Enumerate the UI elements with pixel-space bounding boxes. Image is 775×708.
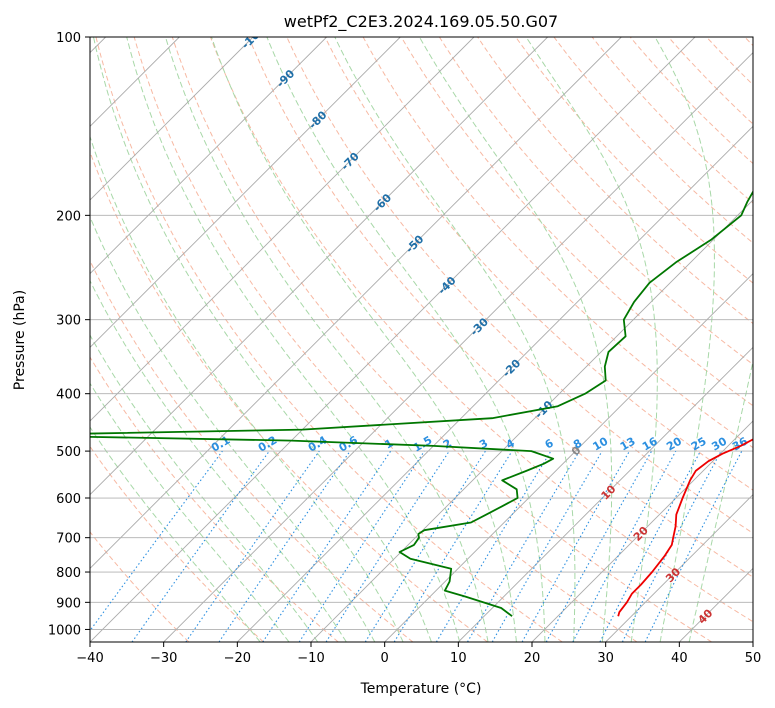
moist-adiabat-line xyxy=(90,334,319,642)
x-tick-label: 30 xyxy=(597,651,614,666)
skewed-isotherm-line xyxy=(237,125,753,642)
moist-adiabat-line xyxy=(525,37,658,642)
skewed-isotherm-line xyxy=(310,199,753,642)
mixing-ratio-line xyxy=(545,450,653,642)
moist-adiabat-line xyxy=(165,37,489,642)
dewpoint-line xyxy=(90,189,753,617)
y-axis: 100 200 300 400 500 600 700 800 900 1000 xyxy=(48,31,90,638)
x-tick-label: 40 xyxy=(671,651,688,666)
skewed-isotherm-line xyxy=(90,37,475,422)
mixing-ratio-labels: 0.1 0.2 0.4 0.6 1 1.5 2 3 4 6 8 10 13 16 20 25 30 36 xyxy=(209,433,750,454)
skewed-isotherm-line xyxy=(90,37,327,275)
y-tick-label: 500 xyxy=(56,445,81,460)
y-axis-label: Pressure (hPa) xyxy=(12,290,28,390)
dry-adiabat-line xyxy=(90,531,190,642)
x-tick-label: 50 xyxy=(745,651,762,666)
dry-adiabat-line xyxy=(286,37,753,534)
skewed-isotherm-line xyxy=(458,346,753,642)
sounding-series xyxy=(90,189,753,617)
dry-adiabat-line xyxy=(133,37,638,642)
dry-adiabat-line xyxy=(438,37,753,365)
moist-adiabat-line xyxy=(90,135,404,642)
temperature-line xyxy=(617,438,753,617)
dry-adiabat-line xyxy=(210,37,753,623)
moist-adiabat-line xyxy=(211,37,517,642)
dry-adiabat-line xyxy=(477,37,753,325)
x-tick-label: −20 xyxy=(224,651,251,666)
y-tick-label: 400 xyxy=(56,388,81,403)
plot-frame xyxy=(89,36,754,643)
dry-adiabat-line xyxy=(90,259,414,642)
x-tick-label: −40 xyxy=(76,651,103,666)
dry-adiabat-line xyxy=(95,37,563,642)
moist-adiabat-line xyxy=(90,426,261,642)
x-tick-label: 10 xyxy=(450,651,467,666)
mixing-ratio-line xyxy=(185,450,320,642)
y-tick-label: 1000 xyxy=(48,623,81,638)
dry-adiabat-line xyxy=(553,37,753,244)
mixing-ratio-line xyxy=(90,450,223,632)
chart-title: wetPf2_C2E3.2024.169.05.50.G07 xyxy=(284,12,558,32)
skewed-isotherm-line xyxy=(531,420,753,642)
y-tick-label: 900 xyxy=(56,596,81,611)
moist-adiabat-line xyxy=(90,382,290,642)
background-reference-lines xyxy=(90,37,753,642)
moist-adiabat-line xyxy=(90,215,376,642)
mixing-ratio-line xyxy=(572,450,677,642)
moist-adiabat-line xyxy=(688,359,753,642)
x-tick-label: −10 xyxy=(297,651,324,666)
moist-adiabat-line xyxy=(418,37,613,642)
dry-adiabat-line xyxy=(324,37,753,491)
skewed-isotherm-line xyxy=(90,37,696,642)
y-tick-label: 200 xyxy=(56,209,81,224)
skewed-isotherm-line xyxy=(605,494,753,642)
x-axis: −40 −30 −20 −10 0 10 20 30 40 50 xyxy=(76,642,761,666)
y-tick-label: 100 xyxy=(56,31,81,46)
x-tick-label: 20 xyxy=(524,651,541,666)
skewed-isotherm-line xyxy=(90,37,622,569)
skewed-isotherm-line xyxy=(90,37,254,201)
mixing-ratio-line xyxy=(393,450,513,642)
mixing-ratio-line xyxy=(218,450,351,642)
y-tick-label: 800 xyxy=(56,566,81,581)
skewed-isotherm-line xyxy=(163,52,753,642)
dry-adiabat-line xyxy=(90,356,339,642)
skewed-isotherm-line xyxy=(90,37,548,496)
dry-adiabat-line xyxy=(90,150,488,642)
mixing-ratio-line xyxy=(521,450,630,642)
x-tick-label: 0 xyxy=(381,651,389,666)
mixing-ratio-line xyxy=(131,450,270,642)
x-tick-label: −30 xyxy=(150,651,177,666)
dry-adiabat-line xyxy=(248,37,753,578)
moist-adiabat-line xyxy=(93,37,432,642)
moist-adiabat-line xyxy=(126,37,461,642)
moist-adiabat-line xyxy=(654,37,715,642)
mixing-ratio-line xyxy=(298,450,425,642)
y-tick-label: 700 xyxy=(56,532,81,547)
y-tick-label: 600 xyxy=(56,492,81,507)
dry-adiabat-line xyxy=(400,37,753,407)
skewed-isotherm-line xyxy=(90,37,401,348)
dry-adiabat-line xyxy=(591,37,753,204)
moist-adiabat-line xyxy=(334,37,576,642)
x-axis-label: Temperature (°C) xyxy=(360,681,482,697)
moist-adiabat-line xyxy=(266,37,546,642)
skewed-isotherm-line xyxy=(384,273,753,642)
mixing-ratio-line xyxy=(325,450,450,642)
mixing-ratio-line xyxy=(262,450,392,642)
y-tick-label: 300 xyxy=(56,314,81,329)
dry-adiabat-line xyxy=(171,37,712,642)
mixing-ratio-line xyxy=(644,450,743,642)
